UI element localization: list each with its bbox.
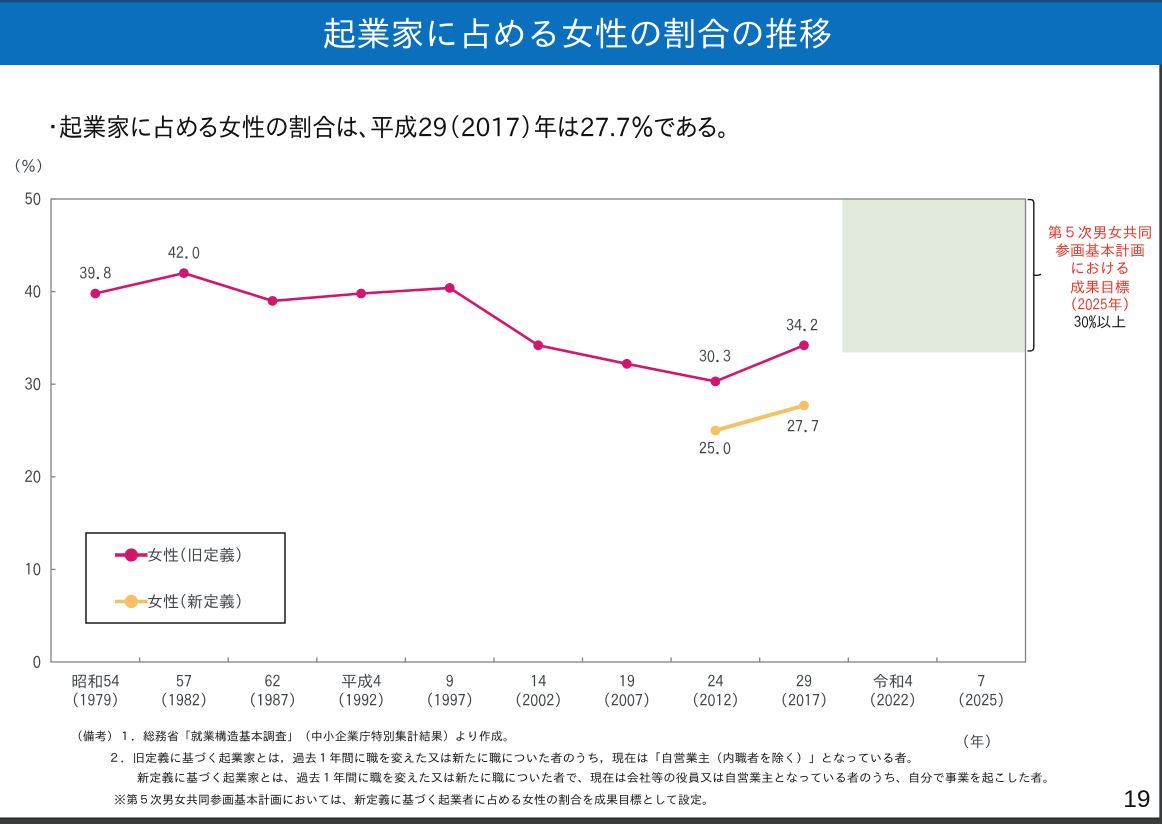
svg-text:19: 19 xyxy=(1123,786,1150,813)
